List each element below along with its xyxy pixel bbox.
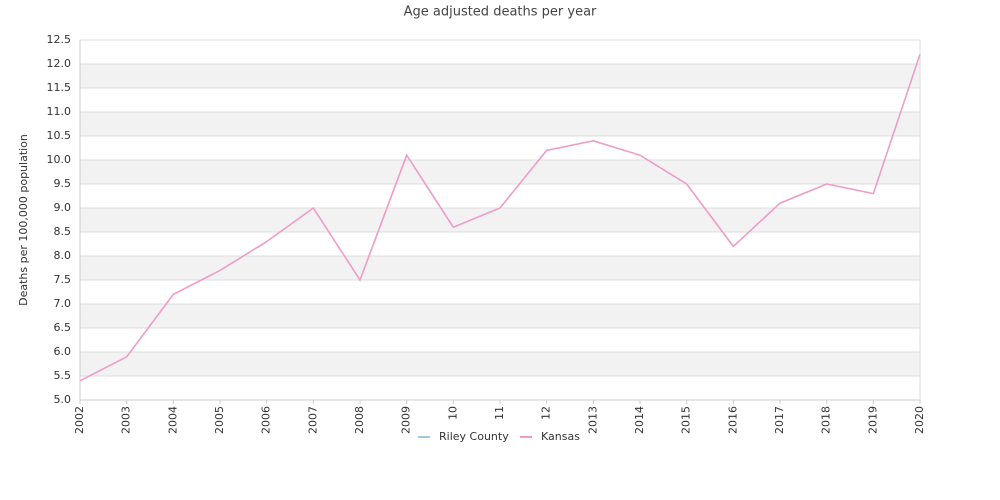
- x-tick-label: 2016: [726, 406, 739, 434]
- y-tick-label: 6.5: [54, 321, 72, 334]
- y-tick-label: 10.5: [47, 129, 72, 142]
- x-tick-label: 2015: [680, 406, 693, 434]
- chart-title: Age adjusted deaths per year: [404, 5, 597, 20]
- x-tick-label: 2017: [773, 406, 786, 434]
- y-tick-label: 8.5: [54, 225, 72, 238]
- x-tick-label: 2004: [166, 406, 179, 434]
- series-line: [79, 54, 921, 382]
- grid-band: [80, 64, 920, 88]
- y-tick-label: 7.0: [54, 297, 72, 310]
- grid-band: [80, 304, 920, 328]
- x-tick-label: 2002: [73, 406, 86, 434]
- x-tick-label: 2007: [306, 406, 319, 434]
- x-tick-label: 2008: [353, 406, 366, 434]
- x-tick-label: 2019: [866, 406, 879, 434]
- grid-band: [80, 160, 920, 184]
- y-tick-label: 6.0: [54, 345, 72, 358]
- y-tick-label: 12.0: [47, 57, 72, 70]
- y-tick-label: 11.0: [47, 105, 72, 118]
- grid-band: [80, 208, 920, 232]
- y-tick-label: 9.5: [54, 177, 72, 190]
- x-tick-label: 10: [446, 406, 459, 420]
- x-tick-label: 12: [540, 406, 553, 420]
- grid-band: [80, 352, 920, 376]
- x-tick-label: 2006: [260, 406, 273, 434]
- legend-label: Riley County: [439, 430, 509, 443]
- grid-band: [80, 112, 920, 136]
- y-tick-label: 11.5: [47, 81, 72, 94]
- grid-band: [80, 256, 920, 280]
- x-tick-label: 11: [493, 406, 506, 420]
- y-axis-label: Deaths per 100,000 population: [17, 134, 30, 306]
- y-tick-label: 5.5: [54, 369, 72, 382]
- legend-label: Kansas: [541, 430, 580, 443]
- y-tick-label: 8.0: [54, 249, 72, 262]
- x-tick-label: 2003: [120, 406, 133, 434]
- x-tick-label: 2018: [820, 406, 833, 434]
- x-tick-label: 2020: [913, 406, 926, 434]
- y-tick-label: 10.0: [47, 153, 72, 166]
- y-tick-label: 5.0: [54, 393, 72, 406]
- y-tick-label: 12.5: [47, 33, 72, 46]
- y-tick-label: 7.5: [54, 273, 72, 286]
- x-tick-label: 2013: [586, 406, 599, 434]
- x-tick-label: 2005: [213, 406, 226, 434]
- x-tick-label: 2009: [400, 406, 413, 434]
- x-tick-label: 2014: [633, 406, 646, 434]
- y-tick-label: 9.0: [54, 201, 72, 214]
